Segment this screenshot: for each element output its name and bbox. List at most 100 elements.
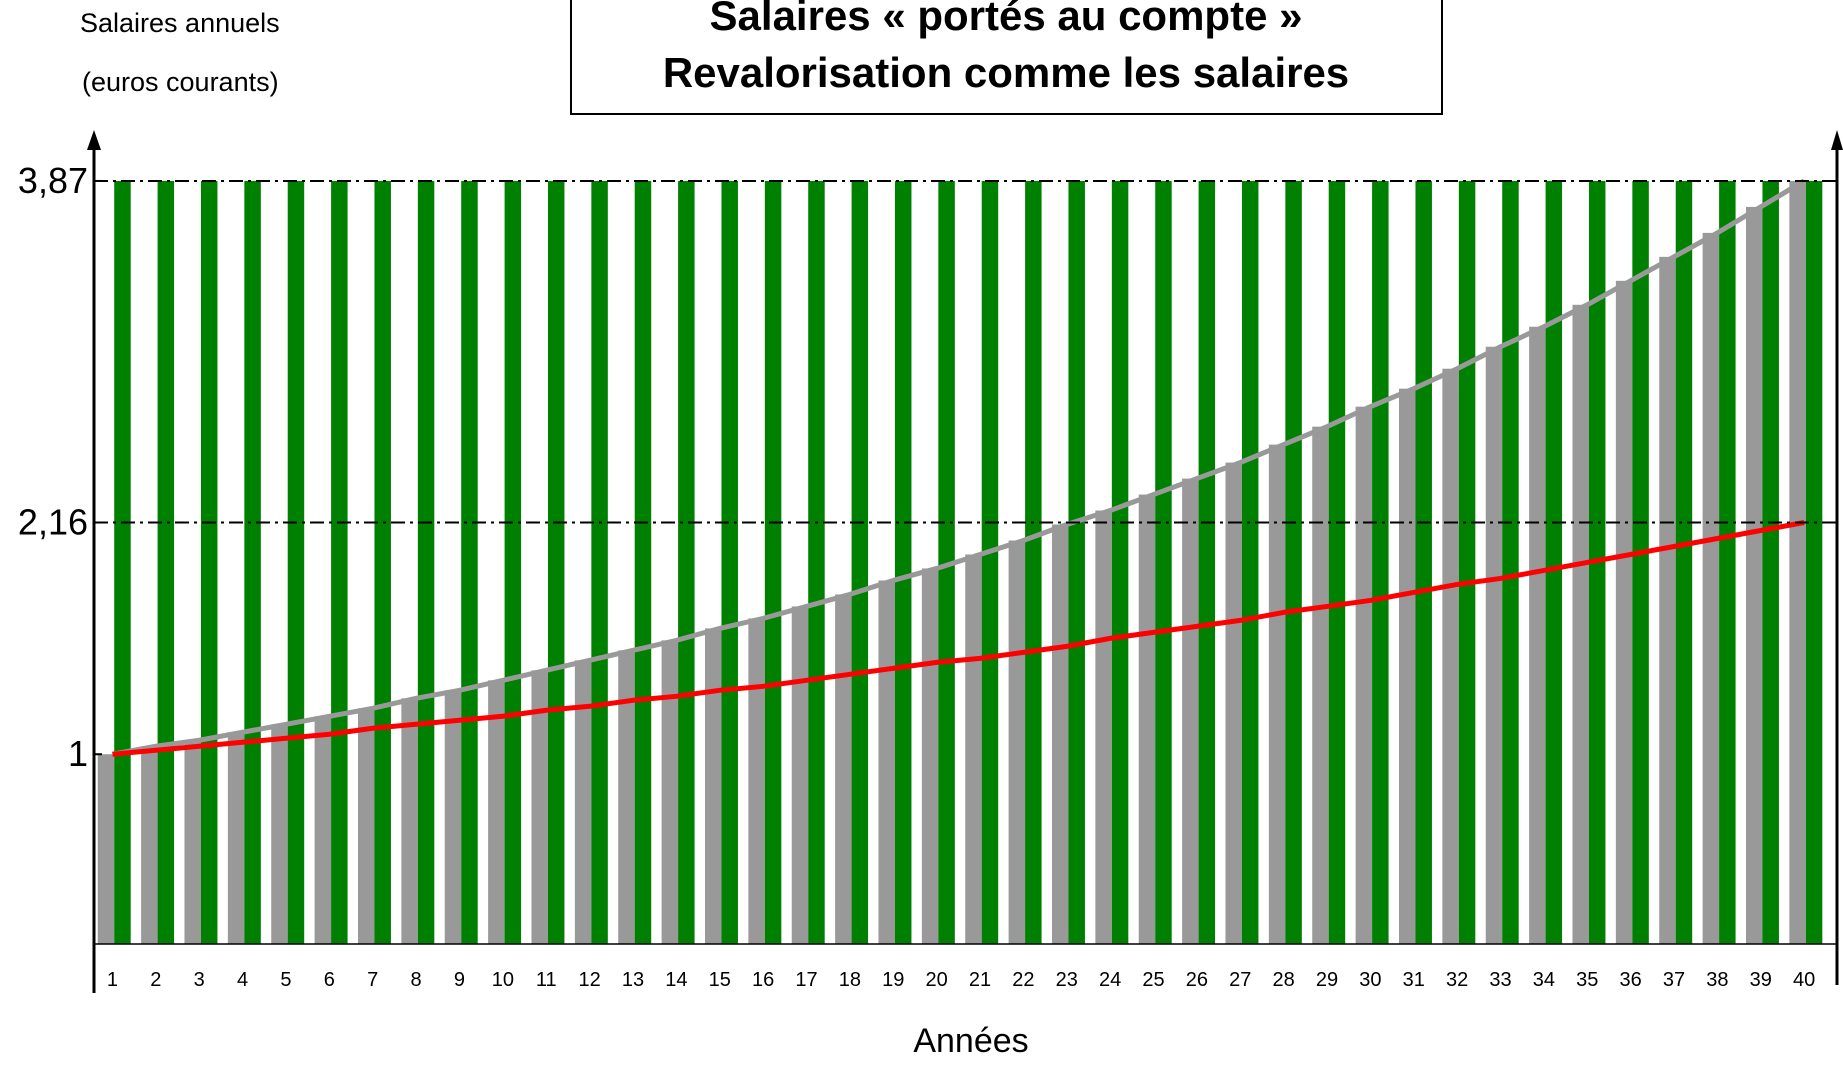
x-tick-label: 8 — [411, 969, 422, 991]
x-tick-label: 7 — [367, 969, 378, 991]
bar — [748, 618, 765, 944]
x-tick-label: 17 — [795, 969, 817, 991]
bar — [1485, 346, 1503, 944]
x-tick-label: 15 — [709, 969, 731, 991]
bar — [1529, 326, 1546, 945]
bar — [1095, 510, 1112, 944]
chart-subtitle: Revalorisation comme les salaires — [663, 49, 1349, 96]
bar — [965, 554, 982, 944]
bar — [1372, 180, 1389, 944]
y-tick-label: 2,16 — [18, 502, 88, 543]
bar — [618, 650, 635, 944]
x-tick-label: 5 — [280, 969, 291, 991]
bar — [894, 180, 912, 944]
y-tick-label: 1 — [68, 733, 88, 774]
bar — [1745, 206, 1763, 944]
bar — [1398, 388, 1416, 945]
bar — [200, 180, 218, 944]
bar — [461, 180, 478, 944]
bar — [938, 180, 955, 944]
line — [112, 520, 1805, 757]
bar — [141, 746, 158, 944]
bar — [531, 670, 548, 944]
y2-axis-arrow — [1831, 130, 1843, 150]
x-tick-label: 22 — [1012, 969, 1034, 991]
bar — [1615, 280, 1633, 944]
x-tick-label: 33 — [1489, 969, 1511, 991]
bar — [981, 180, 999, 944]
x-tick-label: 34 — [1533, 969, 1555, 991]
bar — [851, 180, 869, 944]
x-tick-label: 32 — [1446, 969, 1468, 991]
x-tick-label: 26 — [1186, 969, 1208, 991]
x-tick-label: 39 — [1750, 969, 1772, 991]
x-tick-label: 18 — [839, 969, 861, 991]
bar — [488, 680, 505, 944]
bar — [791, 606, 809, 944]
bar — [1659, 256, 1676, 945]
y-axis-arrow — [87, 130, 101, 150]
x-tick-label: 38 — [1706, 969, 1728, 991]
bar — [1458, 180, 1476, 944]
bar — [504, 180, 522, 944]
chart-title: Salaires « portés au compte » — [710, 0, 1303, 39]
x-tick-label: 21 — [969, 969, 991, 991]
bar — [835, 594, 852, 944]
bar — [114, 180, 131, 944]
bar — [331, 180, 348, 944]
x-tick-label: 40 — [1793, 969, 1815, 991]
line — [112, 178, 1806, 757]
x-tick-label: 25 — [1142, 969, 1164, 991]
x-tick-label: 30 — [1359, 969, 1381, 991]
x-tick-label: 28 — [1272, 969, 1294, 991]
bar — [1068, 180, 1085, 944]
bar — [574, 660, 592, 944]
bar — [1632, 180, 1649, 944]
bar — [227, 732, 245, 944]
bar — [1442, 368, 1459, 944]
bar — [1182, 478, 1199, 944]
x-tick-label: 6 — [324, 969, 335, 991]
title-box — [570, 0, 1443, 115]
x-tick-label: 20 — [925, 969, 947, 991]
x-tick-label: 14 — [665, 969, 687, 991]
x-tick-label: 9 — [454, 969, 465, 991]
x-tick-label: 35 — [1576, 969, 1598, 991]
bar — [547, 180, 565, 944]
x-axis-label: Années — [913, 1022, 1028, 1060]
bar — [1415, 180, 1432, 944]
x-tick-label: 13 — [622, 969, 644, 991]
bar — [357, 708, 375, 944]
bar — [244, 180, 261, 944]
x-tick-label: 4 — [237, 969, 248, 991]
bar — [1025, 180, 1042, 944]
bar — [1762, 180, 1779, 944]
bar — [314, 716, 332, 944]
x-tick-label: 10 — [492, 969, 514, 991]
bar — [417, 180, 435, 944]
x-tick-label: 27 — [1229, 969, 1251, 991]
bar — [704, 628, 722, 944]
bar — [1789, 180, 1806, 944]
bar — [921, 568, 939, 944]
bar — [1312, 426, 1329, 944]
x-tick-label: 16 — [752, 969, 774, 991]
y-tick-label: 3,87 — [18, 160, 88, 201]
bar — [1355, 406, 1373, 944]
bar — [1675, 180, 1693, 944]
y-axis-label: Salaires annuels — [80, 8, 280, 38]
bar — [808, 180, 825, 944]
bar — [184, 740, 201, 944]
bar — [401, 698, 418, 944]
x-tick-label: 2 — [150, 969, 161, 991]
bar — [444, 690, 462, 944]
bar — [1111, 180, 1129, 944]
bar — [1702, 232, 1720, 944]
x-tick-label: 24 — [1099, 969, 1121, 991]
bar — [1155, 180, 1172, 944]
bar — [661, 640, 679, 944]
x-tick-label: 12 — [578, 969, 600, 991]
bar — [1805, 180, 1823, 944]
x-tick-label: 31 — [1403, 969, 1425, 991]
